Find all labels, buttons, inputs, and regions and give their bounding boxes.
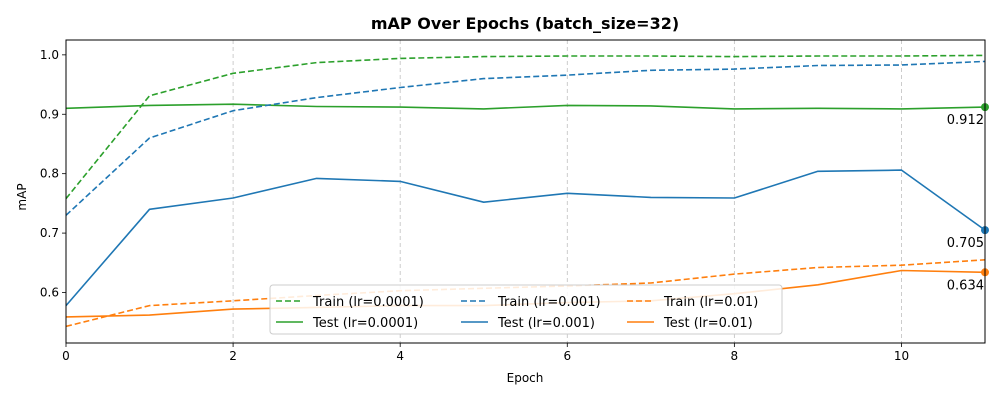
- x-tick-label: 8: [731, 349, 739, 363]
- x-tick-label: 10: [894, 349, 909, 363]
- legend: Train (lr=0.0001) Test (lr=0.0001) Train (…: [269, 284, 783, 335]
- x-axis-label: Epoch: [507, 371, 544, 385]
- y-axis-label: mAP: [15, 183, 29, 210]
- legend-label: Test (lr=0.001): [497, 316, 595, 331]
- x-tick-label: 4: [396, 349, 404, 363]
- y-tick-label: 0.9: [40, 107, 59, 121]
- legend-label: Test (lr=0.01): [663, 316, 753, 331]
- legend-label: Train (lr=0.001): [497, 295, 601, 310]
- chart-title: mAP Over Epochs (batch_size=32): [371, 14, 679, 33]
- end-value-label: 0.912: [947, 113, 984, 128]
- y-tick-label: 0.8: [40, 167, 59, 181]
- end-value-label: 0.705: [947, 236, 984, 251]
- annotation-layer: 0.912 0.705 0.634: [947, 113, 984, 293]
- y-tick-label: 0.7: [40, 226, 59, 240]
- y-tick-label: 1.0: [40, 48, 59, 62]
- plot-frame: [65, 39, 986, 344]
- x-tick-label: 6: [563, 349, 571, 363]
- x-tick-label: 2: [229, 349, 237, 363]
- x-tick-label: 0: [62, 349, 70, 363]
- y-tick-label: 0.6: [40, 286, 59, 300]
- legend-label: Train (lr=0.01): [663, 295, 758, 310]
- legend-label: Test (lr=0.0001): [312, 316, 418, 331]
- series-line-train-lr-0-001: [65, 60, 986, 216]
- tick-layer: 0 2 4 6 8 10 0.6 0.7 0.8 0.9 1.0: [40, 48, 909, 363]
- end-value-label: 0.634: [947, 278, 984, 293]
- legend-label: Train (lr=0.0001): [312, 295, 424, 310]
- series-layer: [65, 54, 986, 328]
- series-line-test-lr-0-001: [65, 169, 986, 307]
- series-line-test-lr-0-0001: [65, 103, 986, 110]
